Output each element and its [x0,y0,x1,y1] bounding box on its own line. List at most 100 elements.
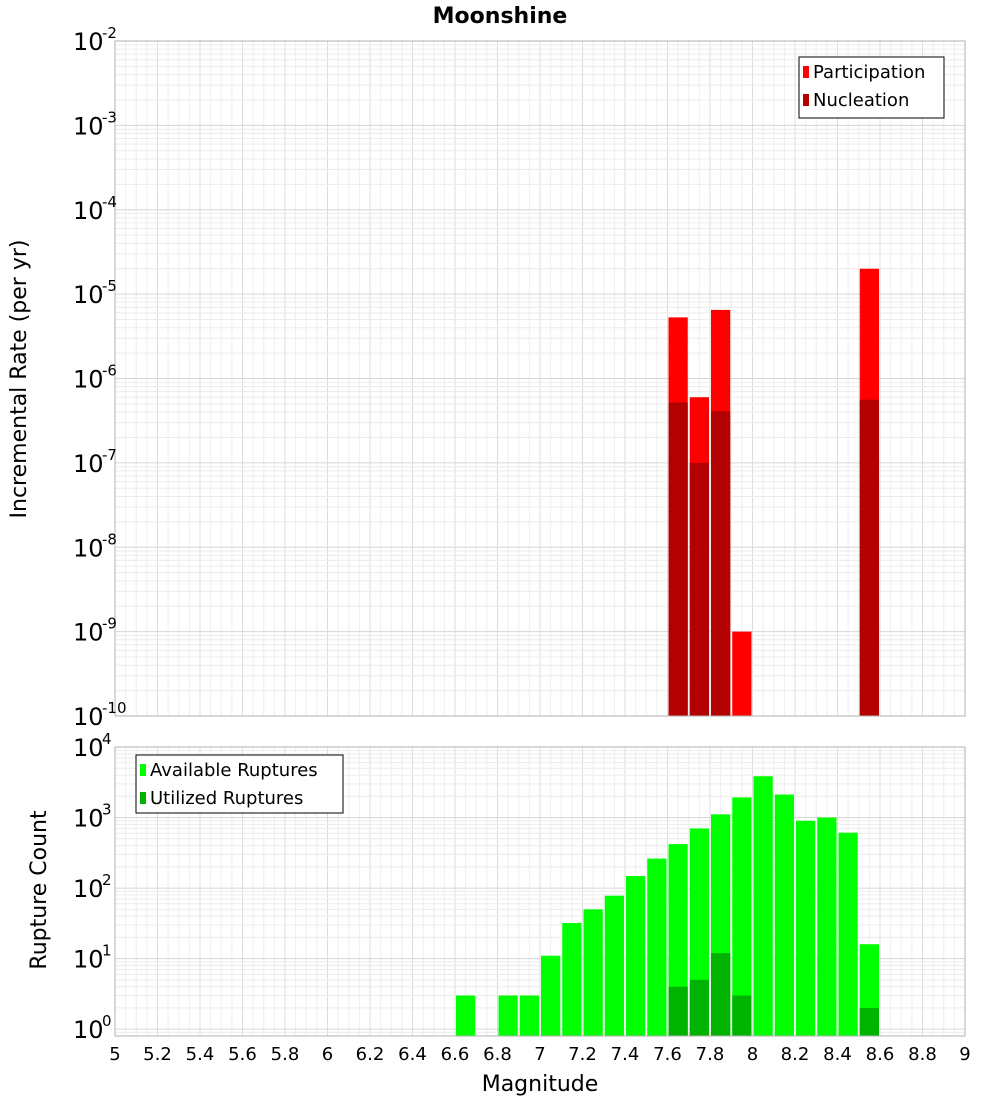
bar [774,794,794,1036]
y-tick-base: 10 [73,366,104,394]
bar [541,955,561,1036]
y-tick-exponent: 0 [102,1012,112,1030]
series-nucleation [668,399,879,716]
plot-frame [114,40,966,717]
bar [838,832,858,1036]
bar [689,462,709,716]
bar [498,995,518,1036]
x-tick-label: 8.4 [823,1044,852,1065]
bar [732,631,752,716]
y-tick-base: 10 [73,875,104,903]
series-utilized-ruptures [668,953,879,1036]
bar [859,1007,879,1036]
bottom-y-axis-label: Rupture Count [27,810,52,970]
y-tick-base: 10 [73,619,104,647]
x-tick-label: 8.8 [908,1044,937,1065]
y-tick-base: 10 [73,197,104,225]
x-tick-label: 5.4 [186,1044,215,1065]
bar [711,953,731,1036]
bar [562,922,582,1036]
x-tick-label: 6.2 [356,1044,385,1065]
bar [583,909,603,1036]
x-axis-label: Magnitude [482,1072,599,1097]
x-tick-label: 5.6 [228,1044,257,1065]
x-tick-label: 6 [322,1044,333,1065]
y-tick-label: 10-7 [73,446,117,478]
bar [817,817,837,1036]
bar [689,979,709,1036]
bar [753,776,773,1036]
legend-label: Participation [813,62,925,83]
x-tick-label: 9 [959,1044,970,1065]
y-tick-base: 10 [73,734,104,762]
legend-box [798,56,945,119]
x-tick-label: 7 [534,1044,545,1065]
y-tick-base: 10 [73,28,104,56]
y-tick-exponent: -5 [102,277,117,295]
y-tick-label: 10-3 [73,108,117,140]
y-tick-exponent: -7 [102,446,117,464]
y-tick-exponent: 2 [102,871,112,889]
plot-frame [114,746,966,1037]
bar [519,995,539,1036]
legend: Participation Nucleation [798,56,945,119]
y-tick-label: 10-5 [73,277,117,309]
bar [668,402,688,716]
y-tick-base: 10 [73,703,104,731]
chart-title: Moonshine [433,4,568,29]
x-tick-label: 8 [747,1044,758,1065]
legend-swatch [140,792,146,804]
y-tick-exponent: -6 [102,362,117,380]
x-tick-label: 6.6 [441,1044,470,1065]
y-tick-label: 104 [73,730,112,762]
legend-swatch [803,94,809,106]
y-tick-base: 10 [73,450,104,478]
x-tick-label: 7.8 [696,1044,725,1065]
bar [668,986,688,1036]
y-tick-label: 10-9 [73,615,117,647]
bar [796,820,816,1036]
x-tick-label: 5.8 [271,1044,300,1065]
legend-swatch [803,66,809,78]
y-tick-exponent: 4 [102,730,112,748]
y-tick-exponent: -3 [102,108,117,126]
x-tick-label: 6.4 [398,1044,427,1065]
x-tick-label: 7.4 [611,1044,640,1065]
legend-label: Available Ruptures [150,760,318,781]
y-tick-base: 10 [73,946,104,974]
y-tick-label: 10-4 [73,193,117,225]
y-tick-base: 10 [73,281,104,309]
x-tick-label: 6.8 [483,1044,512,1065]
y-tick-base: 10 [73,1016,104,1044]
x-tick-label: 5.2 [143,1044,172,1065]
legend-swatch [140,764,146,776]
bar [626,876,646,1036]
y-tick-exponent: -9 [102,615,117,633]
bar [647,858,667,1036]
y-tick-exponent: -2 [102,24,117,42]
bar [859,399,879,716]
y-tick-exponent: -10 [102,699,127,717]
bar [711,411,731,716]
y-tick-label: 102 [73,871,112,903]
y-tick-label: 10-8 [73,530,117,562]
y-tick-label: 103 [73,801,112,833]
top-panel: 10-1010-910-810-710-610-510-410-310-2Par… [73,24,966,731]
y-tick-label: 10-6 [73,362,117,394]
x-tick-label: 8.6 [866,1044,895,1065]
x-tick-label: 7.6 [653,1044,682,1065]
y-tick-exponent: 3 [102,801,112,819]
legend-label: Utilized Ruptures [150,788,303,809]
y-tick-label: 100 [73,1012,112,1044]
y-tick-exponent: -8 [102,530,117,548]
legend-label: Nucleation [813,90,909,111]
bar [732,797,752,1036]
y-tick-label: 101 [73,942,112,974]
y-tick-exponent: -4 [102,193,117,211]
bar [456,995,476,1036]
y-tick-base: 10 [73,534,104,562]
x-tick-label: 7.2 [568,1044,597,1065]
grid [115,41,965,716]
